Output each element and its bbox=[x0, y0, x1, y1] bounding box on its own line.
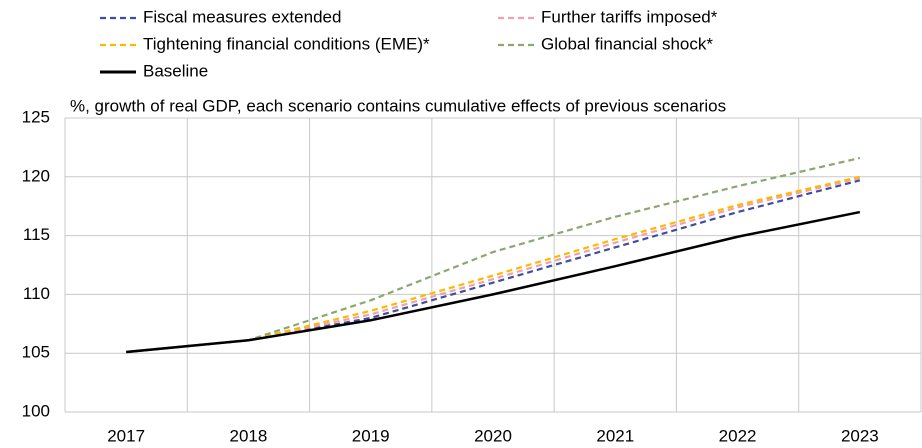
x-tick-label: 2020 bbox=[474, 426, 512, 445]
legend-label: Fiscal measures extended bbox=[143, 7, 341, 26]
x-tick-label: 2023 bbox=[841, 426, 879, 445]
y-tick-label: 120 bbox=[22, 166, 50, 185]
chart-subtitle: %, growth of real GDP, each scenario con… bbox=[70, 96, 726, 115]
series-line bbox=[126, 176, 861, 354]
legend-label: Baseline bbox=[143, 61, 208, 80]
y-tick-label: 110 bbox=[23, 284, 50, 303]
x-tick-label: 2021 bbox=[596, 426, 634, 445]
y-tick-label: 125 bbox=[22, 107, 50, 126]
x-tick-label: 2018 bbox=[230, 426, 268, 445]
series-line bbox=[126, 156, 861, 354]
x-tick-label: 2019 bbox=[352, 426, 390, 445]
y-tick-label: 115 bbox=[23, 225, 50, 244]
series-line bbox=[126, 210, 861, 354]
x-tick-label: 2017 bbox=[107, 426, 145, 445]
y-tick-label: 100 bbox=[22, 401, 50, 420]
y-tick-label: 105 bbox=[22, 343, 50, 362]
legend-label: Global financial shock* bbox=[541, 34, 713, 53]
x-tick-label: 2022 bbox=[719, 426, 757, 445]
series-line bbox=[126, 175, 861, 354]
series-line bbox=[126, 179, 861, 354]
legend-label: Tightening financial conditions (EME)* bbox=[143, 34, 430, 53]
legend-label: Further tariffs imposed* bbox=[541, 7, 718, 26]
